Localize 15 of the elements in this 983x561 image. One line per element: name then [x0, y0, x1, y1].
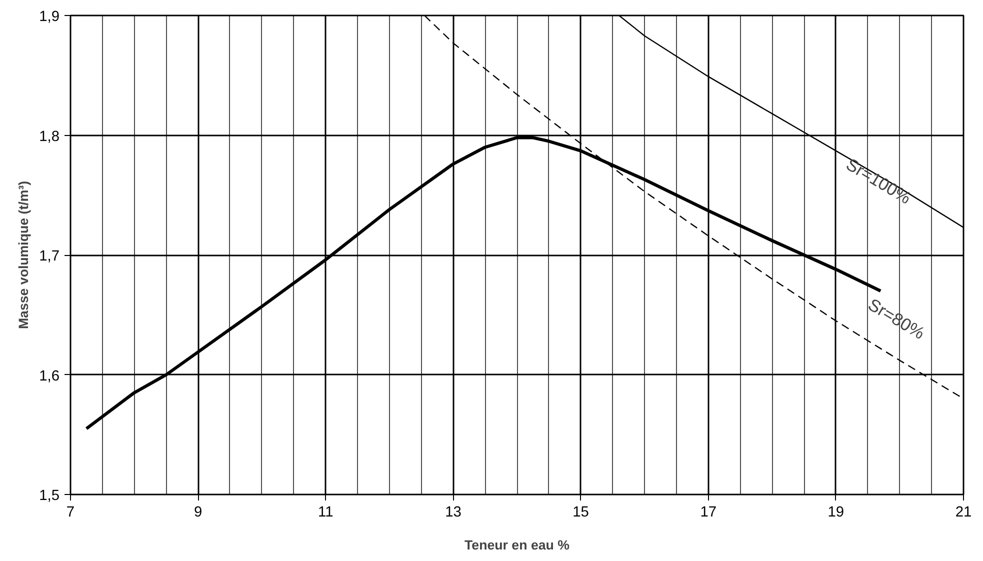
- y-tick-label: 1,9: [39, 9, 60, 25]
- x-tick-label: 13: [445, 504, 462, 520]
- x-axis-title: Teneur en eau %: [464, 538, 570, 552]
- x-tick-label: 19: [828, 504, 844, 520]
- y-axis-title: Masse volumique (t/m³): [16, 180, 32, 330]
- x-tick-label: 21: [955, 504, 972, 520]
- y-tick-label: 1,6: [39, 368, 60, 384]
- x-tick-label: 11: [318, 504, 334, 520]
- y-tick-label: 1,5: [39, 488, 60, 504]
- y-tick-label: 1,8: [39, 128, 60, 145]
- x-tick-label: 15: [572, 504, 589, 520]
- y-tick-label: 1,7: [39, 248, 60, 264]
- x-tick-label: 9: [194, 504, 202, 520]
- x-tick-label: 7: [66, 504, 75, 520]
- x-tick-label: 17: [700, 504, 717, 520]
